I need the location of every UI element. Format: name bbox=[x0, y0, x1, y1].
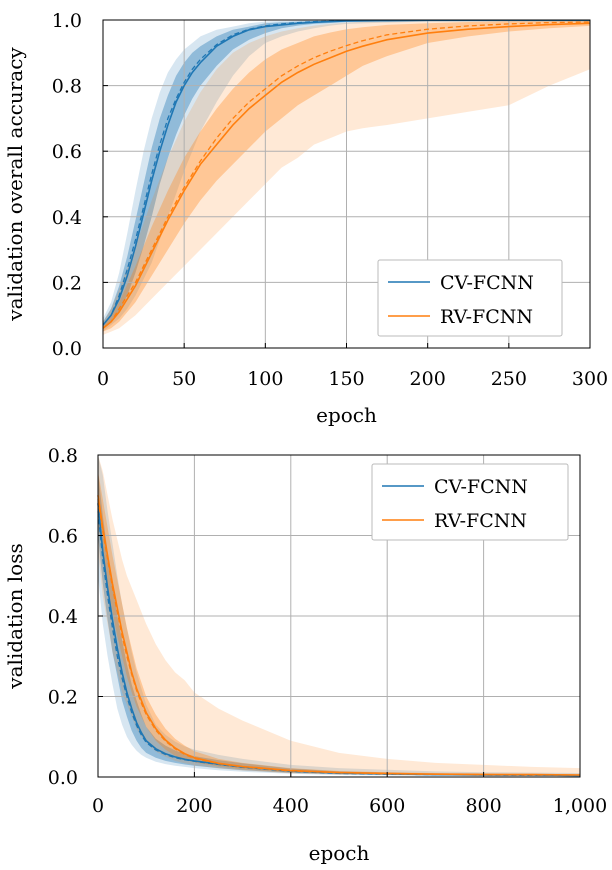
accuracy-x-tick-label-4: 200 bbox=[410, 368, 446, 390]
accuracy-y-tick-label-0: 0.0 bbox=[52, 338, 82, 360]
accuracy-lines bbox=[102, 19, 591, 329]
accuracy-rv-std-band bbox=[103, 20, 590, 332]
accuracy-rv-minmax-band bbox=[103, 20, 590, 335]
accuracy-x-tick-label-5: 250 bbox=[491, 368, 527, 390]
accuracy-rv-line bbox=[102, 22, 591, 329]
accuracy-x-tick-label-1: 50 bbox=[172, 368, 196, 390]
accuracy-y-tick-label-5: 1.0 bbox=[52, 10, 82, 32]
loss-x-tick-label-0: 0 bbox=[92, 795, 104, 817]
accuracy-cv-line bbox=[102, 19, 590, 326]
loss-x-tick-label-1: 200 bbox=[176, 795, 212, 817]
accuracy-legend-box bbox=[377, 259, 563, 337]
loss-legend-label-cv: CV-FCNN bbox=[434, 476, 528, 498]
loss-legend-box bbox=[371, 463, 569, 541]
loss-bands bbox=[98, 455, 580, 777]
loss-y-tick-label-4: 0.8 bbox=[48, 445, 78, 467]
accuracy-rv-dashed-line bbox=[102, 21, 591, 329]
accuracy-y-tick-label-3: 0.6 bbox=[52, 141, 82, 163]
accuracy-legend-label-cv: CV-FCNN bbox=[440, 272, 534, 294]
loss-x-tick-label-5: 1,000 bbox=[553, 795, 607, 817]
accuracy-y-tick-label-2: 0.4 bbox=[52, 207, 82, 229]
loss-y-axis-label: validation loss bbox=[3, 543, 27, 689]
loss-legend: CV-FCNN RV-FCNN bbox=[371, 463, 569, 541]
loss-y-tick-label-0: 0.0 bbox=[48, 767, 78, 789]
accuracy-y-axis-label: validation overall accuracy bbox=[3, 47, 27, 322]
loss-y-tick-label-3: 0.6 bbox=[48, 526, 78, 548]
accuracy-x-tick-label-2: 100 bbox=[247, 368, 283, 390]
accuracy-x-tick-label-6: 300 bbox=[572, 368, 608, 390]
accuracy-legend-label-rv: RV-FCNN bbox=[440, 306, 533, 328]
accuracy-bands bbox=[103, 20, 590, 335]
loss-ticks: 0 200 400 600 800 1,000 0.0 0.2 0.4 0.6 0.8 bbox=[48, 445, 607, 817]
loss-x-tick-label-4: 800 bbox=[465, 795, 501, 817]
loss-x-tick-label-2: 400 bbox=[273, 795, 309, 817]
accuracy-y-tick-label-4: 0.8 bbox=[52, 76, 82, 98]
accuracy-ticks: 0 50 100 150 200 250 300 0.0 0.2 0.4 0.6 0.8 1.0 bbox=[52, 10, 608, 390]
loss-x-tick-label-3: 600 bbox=[369, 795, 405, 817]
accuracy-chart: 0 50 100 150 200 250 300 0.0 0.2 0.4 0.6 0.8 1.0 epo… bbox=[3, 10, 608, 427]
accuracy-cv-dashed-line bbox=[102, 19, 590, 326]
loss-cv-std-band bbox=[98, 471, 580, 777]
accuracy-x-tick-label-3: 150 bbox=[328, 368, 364, 390]
loss-cv-minmax-band bbox=[98, 455, 580, 777]
loss-legend-label-rv: RV-FCNN bbox=[434, 510, 527, 532]
loss-x-axis-label: epoch bbox=[309, 841, 370, 865]
accuracy-x-axis-label: epoch bbox=[316, 403, 377, 427]
loss-y-tick-label-1: 0.2 bbox=[48, 687, 78, 709]
loss-y-tick-label-2: 0.4 bbox=[48, 606, 78, 628]
accuracy-legend: CV-FCNN RV-FCNN bbox=[377, 259, 563, 337]
accuracy-x-tick-label-0: 0 bbox=[97, 368, 109, 390]
accuracy-y-tick-label-1: 0.2 bbox=[52, 272, 82, 294]
